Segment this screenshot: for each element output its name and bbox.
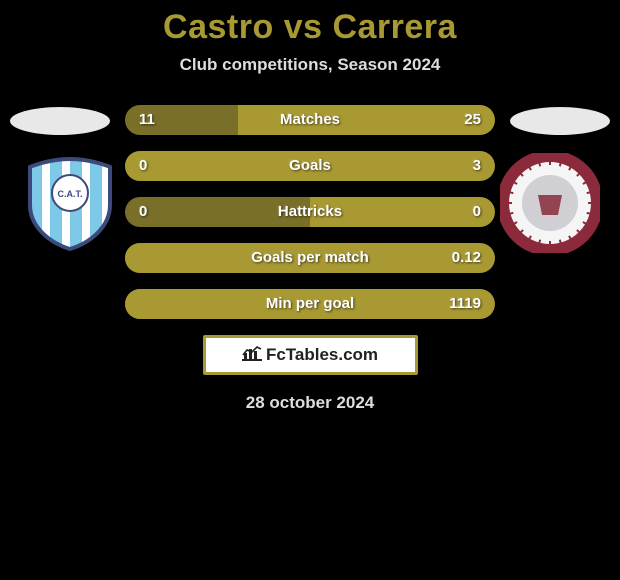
brand-band[interactable]: FcTables.com xyxy=(203,335,418,375)
date-label: 28 october 2024 xyxy=(0,393,620,413)
stat-row: Goals per match0.12 xyxy=(125,243,495,273)
stat-value-left: 11 xyxy=(139,105,155,135)
stat-label: Hattricks xyxy=(125,197,495,227)
stat-value-left: 0 xyxy=(139,151,147,181)
stat-value-right: 1119 xyxy=(449,289,481,319)
team-crest-right xyxy=(500,153,600,253)
stat-value-right: 25 xyxy=(464,105,481,135)
stat-row: Matches11 25 xyxy=(125,105,495,135)
stats-rows: Matches1125Goals03Hattricks00Goals per m… xyxy=(125,105,495,319)
player-ellipse-left xyxy=(10,107,110,135)
player-ellipse-right xyxy=(510,107,610,135)
svg-text:C.A.T.: C.A.T. xyxy=(57,189,82,199)
page-subtitle: Club competitions, Season 2024 xyxy=(0,55,620,75)
stat-row: Min per goal1119 xyxy=(125,289,495,319)
page-title: Castro vs Carrera xyxy=(0,0,620,47)
stat-row: Goals0 3 xyxy=(125,151,495,181)
brand-label: FcTables.com xyxy=(266,345,378,365)
stat-row: Hattricks0 0 xyxy=(125,197,495,227)
chart-icon xyxy=(242,345,262,366)
stat-value-right: 3 xyxy=(473,151,481,181)
stat-label: Matches xyxy=(125,105,495,135)
stat-label: Goals xyxy=(125,151,495,181)
stat-value-right: 0.12 xyxy=(452,243,481,273)
team-crest-left: C.A.T. xyxy=(20,153,120,253)
stat-label: Min per goal xyxy=(125,289,495,319)
stat-label: Goals per match xyxy=(125,243,495,273)
comparison-panel: C.A.T. Matches1125Goals03Hattricks00Goal… xyxy=(0,105,620,413)
stat-value-left: 0 xyxy=(139,197,147,227)
stat-value-right: 0 xyxy=(473,197,481,227)
